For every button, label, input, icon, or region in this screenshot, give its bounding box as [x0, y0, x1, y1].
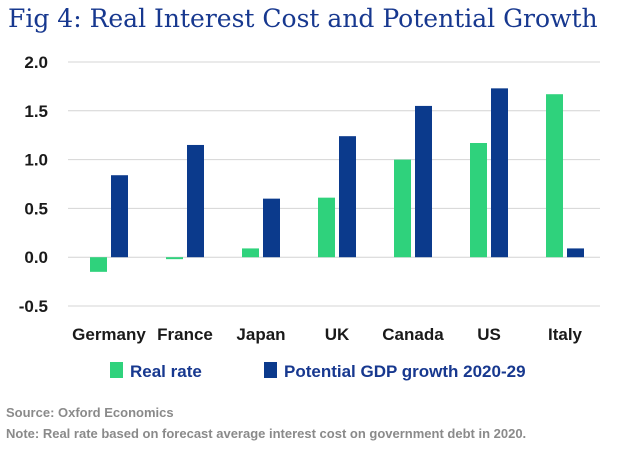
bar-real-rate-germany: [90, 257, 107, 272]
bars: [90, 88, 584, 272]
bar-potential-gdp-italy: [567, 248, 584, 258]
gridlines: [68, 61, 600, 307]
legend-label: Real rate: [130, 362, 202, 381]
y-axis-ticks: -0.5 0.0 0.5 1.0 1.5 2.0: [19, 53, 48, 316]
y-tick-label: 1.0: [24, 151, 48, 170]
bar-potential-gdp-japan: [263, 198, 280, 258]
x-tick-label: Japan: [236, 325, 285, 344]
bar-chart: -0.5 0.0 0.5 1.0 1.5 2.0 Germany France Japan UK…: [19, 53, 600, 381]
bar-real-rate-italy: [546, 94, 563, 258]
legend-swatch: [110, 362, 123, 378]
y-tick-label: -0.5: [19, 297, 48, 316]
y-tick-label: 2.0: [24, 53, 48, 72]
x-tick-label: Canada: [382, 325, 444, 344]
x-tick-label: Germany: [72, 325, 146, 344]
x-tick-label: Italy: [548, 325, 583, 344]
bar-real-rate-canada: [394, 159, 411, 258]
bar-potential-gdp-uk: [339, 136, 356, 258]
y-tick-label: 1.5: [24, 102, 48, 121]
bar-potential-gdp-france: [187, 144, 204, 258]
footnote: Note: Real rate based on forecast averag…: [6, 426, 527, 441]
bar-real-rate-france: [166, 257, 183, 260]
source-note: Source: Oxford Economics: [6, 405, 174, 420]
legend-label: Potential GDP growth 2020-29: [284, 362, 526, 381]
y-tick-label: 0.0: [24, 248, 48, 267]
legend: Real rate Potential GDP growth 2020-29: [110, 362, 526, 381]
bar-potential-gdp-us: [491, 88, 508, 258]
x-tick-label: UK: [325, 325, 350, 344]
bar-real-rate-uk: [318, 197, 335, 258]
bar-potential-gdp-germany: [111, 175, 128, 258]
x-axis-labels: Germany France Japan UK Canada US Italy: [72, 325, 582, 344]
bar-real-rate-us: [470, 143, 487, 258]
x-tick-label: France: [157, 325, 213, 344]
x-tick-label: US: [477, 325, 501, 344]
bar-real-rate-japan: [242, 248, 259, 258]
y-tick-label: 0.5: [24, 199, 48, 218]
legend-swatch: [264, 362, 277, 378]
bar-potential-gdp-canada: [415, 105, 432, 258]
chart-title: Fig 4: Real Interest Cost and Potential …: [8, 4, 598, 33]
